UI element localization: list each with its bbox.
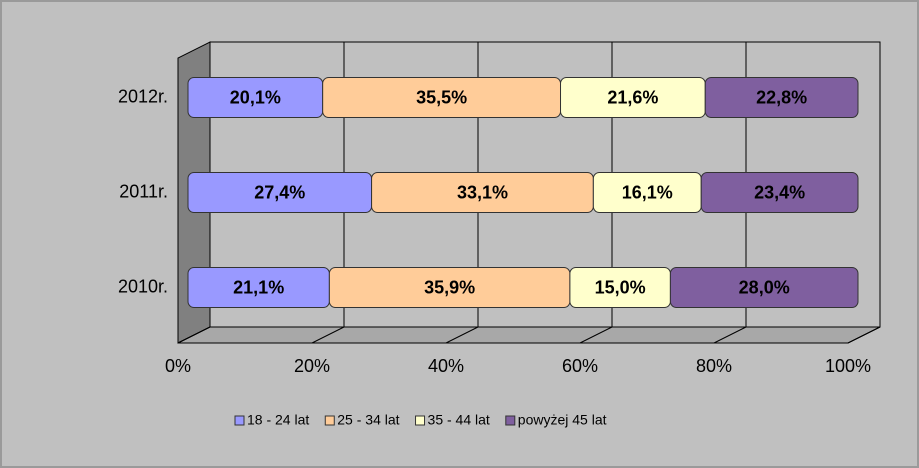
legend-swatch bbox=[415, 415, 426, 426]
x-tick-label: 60% bbox=[562, 356, 598, 376]
floor-grid-line bbox=[177, 326, 211, 344]
value-label: 22,8% bbox=[756, 87, 807, 107]
bar-segment bbox=[669, 267, 859, 308]
floor-grid-line bbox=[311, 326, 345, 344]
legend-swatch bbox=[324, 415, 335, 426]
legend-label: 18 - 24 lat bbox=[247, 412, 309, 428]
bar-segment bbox=[700, 172, 859, 213]
value-label: 21,6% bbox=[607, 87, 658, 107]
value-label: 27,4% bbox=[254, 182, 305, 202]
value-label: 35,5% bbox=[416, 87, 467, 107]
legend-label: 25 - 34 lat bbox=[337, 412, 399, 428]
x-tick-label: 100% bbox=[825, 356, 871, 376]
bar-segment bbox=[704, 77, 859, 118]
value-label: 21,1% bbox=[233, 277, 284, 297]
floor-grid-line bbox=[847, 326, 881, 344]
value-label: 15,0% bbox=[595, 277, 646, 297]
x-tick-label: 40% bbox=[428, 356, 464, 376]
legend-label: 35 - 44 lat bbox=[428, 412, 490, 428]
value-label: 33,1% bbox=[457, 182, 508, 202]
x-tick-label: 20% bbox=[294, 356, 330, 376]
y-tick-label: 2011r. bbox=[119, 181, 168, 201]
value-label: 20,1% bbox=[230, 87, 281, 107]
floor bbox=[177, 326, 881, 344]
legend-swatch bbox=[234, 415, 245, 426]
y-tick-label: 2010r. bbox=[118, 276, 168, 296]
floor-grid-line bbox=[713, 326, 747, 344]
value-label: 23,4% bbox=[754, 182, 805, 202]
value-label: 16,1% bbox=[622, 182, 673, 202]
y-tick-label: 2012r. bbox=[118, 86, 168, 106]
x-tick-label: 0% bbox=[165, 356, 191, 376]
legend-swatch bbox=[505, 415, 516, 426]
floor-grid-line bbox=[579, 326, 613, 344]
floor-grid-line bbox=[445, 326, 479, 344]
value-label: 28,0% bbox=[739, 277, 790, 297]
legend-label: powyżej 45 lat bbox=[518, 412, 607, 428]
x-tick-label: 80% bbox=[696, 356, 732, 376]
value-label: 35,9% bbox=[424, 277, 475, 297]
